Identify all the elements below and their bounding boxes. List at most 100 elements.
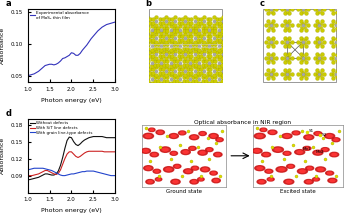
- Legend: Without defects, With S/T line defects, With grain line-type defects: Without defects, With S/T line defects, …: [30, 121, 93, 135]
- With grain line-type defects: [100, 172, 104, 175]
- Without defects: [32, 177, 36, 180]
- With grain line-type defects: [91, 170, 96, 172]
- Without defects: [67, 136, 71, 138]
- With S/T line defects: [54, 173, 58, 176]
- With grain line-type defects: [28, 168, 32, 171]
- With grain line-type defects: [69, 173, 73, 175]
- Without defects: [50, 174, 54, 176]
- Without defects: [26, 178, 30, 181]
- Text: Optical absorbance in NIR region: Optical absorbance in NIR region: [194, 120, 291, 125]
- With grain line-type defects: [63, 174, 67, 177]
- With S/T line defects: [107, 150, 111, 153]
- With grain line-type defects: [71, 173, 76, 175]
- With S/T line defects: [67, 150, 71, 153]
- With grain line-type defects: [111, 174, 115, 177]
- With grain line-type defects: [41, 167, 45, 169]
- With S/T line defects: [100, 150, 104, 153]
- With S/T line defects: [37, 173, 41, 175]
- Without defects: [37, 176, 41, 179]
- Without defects: [102, 136, 106, 138]
- Without defects: [98, 135, 102, 138]
- With S/T line defects: [98, 150, 102, 153]
- Legend: Experimental absorbance
of MoS₂ thin film: Experimental absorbance of MoS₂ thin fil…: [30, 11, 90, 20]
- Without defects: [43, 173, 47, 175]
- With grain line-type defects: [87, 170, 91, 172]
- With S/T line defects: [105, 150, 109, 153]
- With S/T line defects: [102, 150, 106, 153]
- With grain line-type defects: [50, 169, 54, 172]
- With S/T line defects: [93, 150, 98, 153]
- With S/T line defects: [109, 150, 113, 153]
- Without defects: [63, 147, 67, 150]
- Without defects: [65, 139, 69, 142]
- With grain line-type defects: [113, 174, 117, 177]
- With S/T line defects: [91, 150, 96, 153]
- Without defects: [54, 173, 58, 175]
- Text: b: b: [146, 0, 152, 8]
- Y-axis label: Absorbance: Absorbance: [0, 137, 5, 174]
- Without defects: [113, 136, 117, 139]
- With grain line-type defects: [98, 171, 102, 174]
- With grain line-type defects: [102, 173, 106, 175]
- With grain line-type defects: [109, 174, 113, 177]
- Without defects: [91, 135, 96, 138]
- Without defects: [87, 136, 91, 139]
- With S/T line defects: [82, 152, 87, 154]
- Line: Without defects: Without defects: [28, 137, 115, 180]
- With S/T line defects: [63, 157, 67, 160]
- With S/T line defects: [74, 155, 78, 158]
- With S/T line defects: [76, 156, 80, 159]
- Without defects: [85, 138, 89, 140]
- Without defects: [61, 156, 65, 159]
- Y-axis label: Absorbance: Absorbance: [0, 27, 5, 64]
- Without defects: [58, 164, 62, 167]
- With grain line-type defects: [56, 173, 60, 175]
- Without defects: [56, 170, 60, 172]
- With grain line-type defects: [65, 174, 69, 176]
- With S/T line defects: [113, 150, 117, 153]
- Without defects: [34, 177, 38, 179]
- With S/T line defects: [111, 150, 115, 153]
- With grain line-type defects: [107, 174, 111, 176]
- Text: a: a: [6, 0, 11, 8]
- With grain line-type defects: [54, 171, 58, 174]
- With grain line-type defects: [78, 171, 82, 174]
- Without defects: [39, 175, 43, 177]
- With S/T line defects: [41, 170, 45, 173]
- Without defects: [78, 143, 82, 145]
- X-axis label: Photon energy (eV): Photon energy (eV): [41, 208, 102, 213]
- With grain line-type defects: [61, 174, 65, 177]
- Text: Ground state: Ground state: [166, 189, 202, 194]
- With grain line-type defects: [43, 168, 47, 170]
- Without defects: [100, 135, 104, 138]
- Without defects: [89, 136, 93, 138]
- With grain line-type defects: [32, 167, 36, 169]
- With grain line-type defects: [30, 168, 34, 170]
- With S/T line defects: [26, 174, 30, 177]
- With S/T line defects: [58, 169, 62, 171]
- X-axis label: Photon energy (eV): Photon energy (eV): [41, 98, 102, 103]
- With S/T line defects: [85, 150, 89, 153]
- Without defects: [111, 136, 115, 139]
- With grain line-type defects: [52, 170, 56, 173]
- With grain line-type defects: [26, 169, 30, 171]
- Text: d: d: [6, 109, 12, 118]
- With S/T line defects: [71, 153, 76, 155]
- With grain line-type defects: [58, 174, 62, 176]
- Without defects: [45, 173, 49, 175]
- With S/T line defects: [61, 163, 65, 166]
- With grain line-type defects: [85, 170, 89, 172]
- With S/T line defects: [52, 173, 56, 175]
- Without defects: [71, 140, 76, 143]
- With S/T line defects: [87, 150, 91, 153]
- With S/T line defects: [45, 169, 49, 172]
- With S/T line defects: [96, 150, 100, 153]
- With grain line-type defects: [96, 171, 100, 174]
- With grain line-type defects: [34, 167, 38, 169]
- Text: Excited state: Excited state: [280, 189, 316, 194]
- With grain line-type defects: [93, 170, 98, 173]
- Without defects: [80, 140, 85, 143]
- With grain line-type defects: [39, 167, 43, 169]
- Without defects: [69, 136, 73, 139]
- With S/T line defects: [78, 155, 82, 158]
